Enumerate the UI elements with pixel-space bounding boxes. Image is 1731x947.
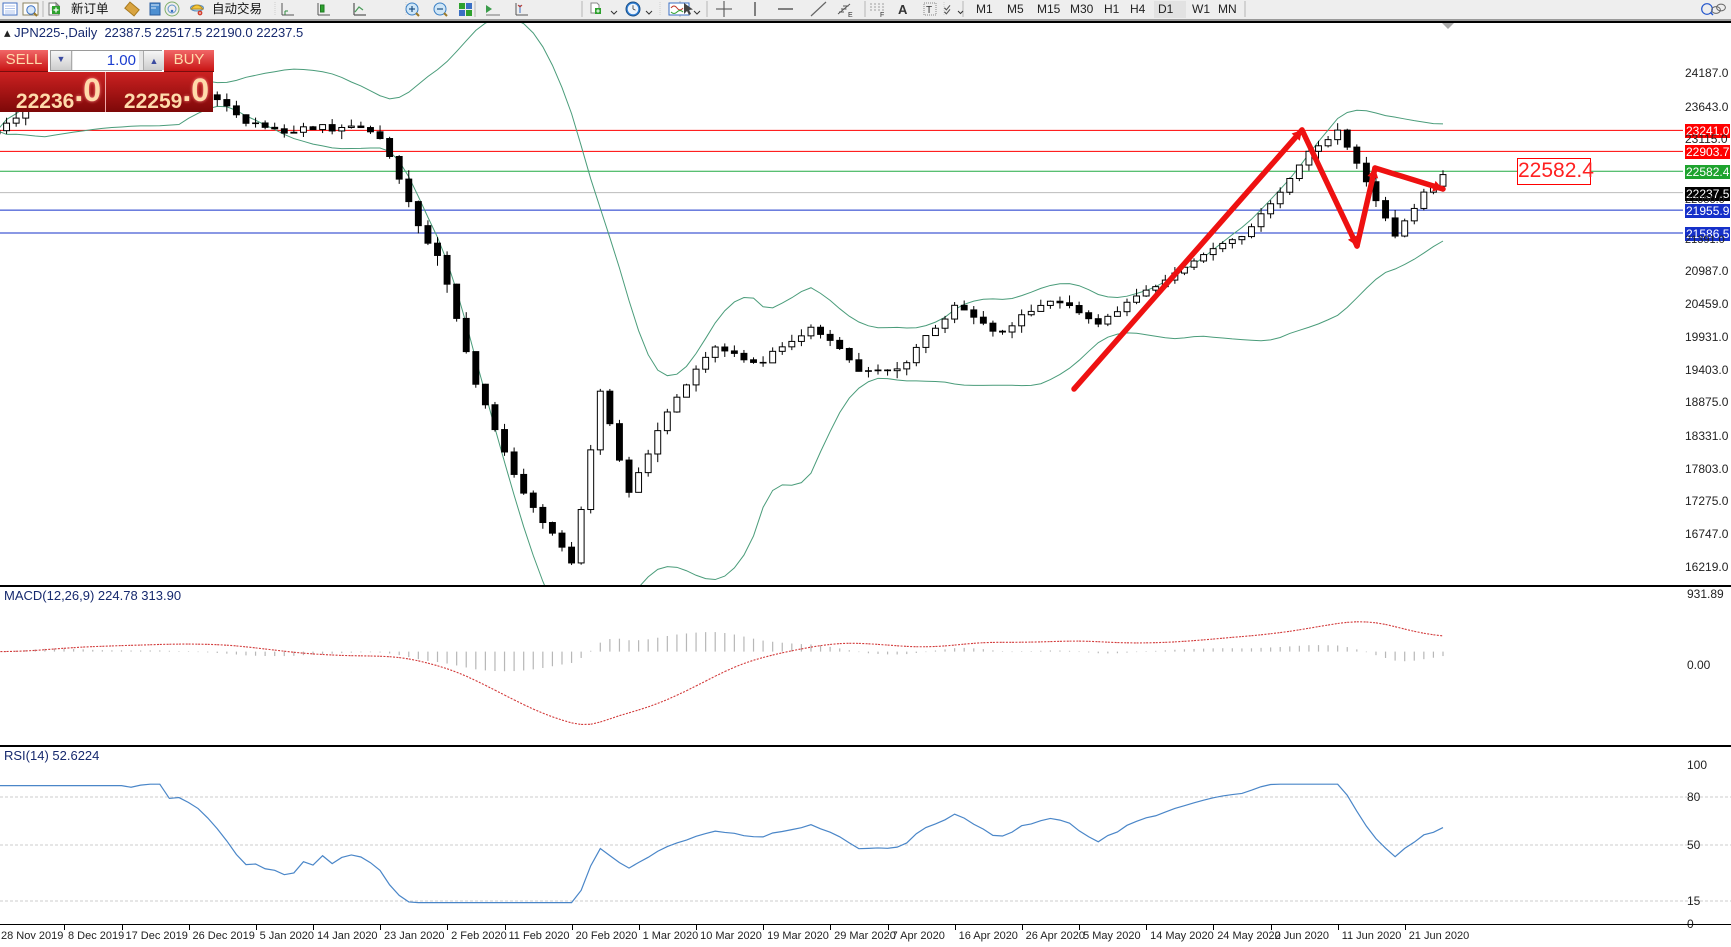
svg-text:M1: M1 xyxy=(976,2,993,16)
svg-text:新订单: 新订单 xyxy=(71,1,109,16)
svg-text:E: E xyxy=(848,12,853,18)
svg-text:A: A xyxy=(898,2,908,17)
svg-text:M15: M15 xyxy=(1037,2,1061,16)
svg-text:F: F xyxy=(880,12,884,18)
svg-text:W1: W1 xyxy=(1192,2,1210,16)
svg-text:MN: MN xyxy=(1218,2,1237,16)
svg-text:自动交易: 自动交易 xyxy=(212,1,262,16)
svg-text:H1: H1 xyxy=(1104,2,1120,16)
svg-text:H4: H4 xyxy=(1130,2,1146,16)
svg-text:M30: M30 xyxy=(1070,2,1094,16)
svg-text:T: T xyxy=(926,5,932,16)
svg-text:M5: M5 xyxy=(1007,2,1024,16)
svg-text:D1: D1 xyxy=(1158,2,1174,16)
